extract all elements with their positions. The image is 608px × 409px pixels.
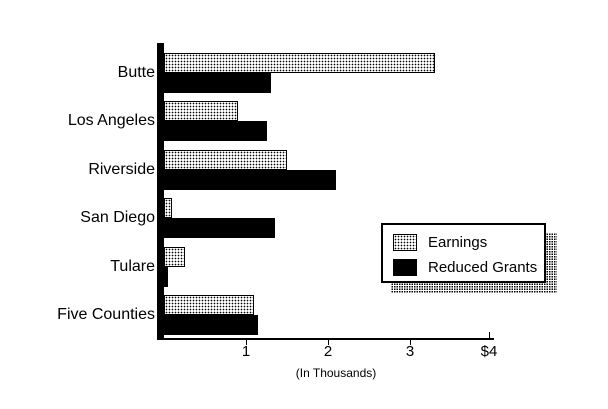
legend-label-reduced-grants: Reduced Grants [428,258,538,276]
earnings-swatch-icon [393,233,417,251]
category-label-riverside: Riverside [88,161,155,178]
bar-reduced-grants-butte [164,73,271,93]
x-axis-tick-3 [410,340,411,345]
bar-reduced-grants-los-angeles [164,121,267,141]
x-axis-tick-d4 [489,332,490,338]
bar-reduced-grants-san-diego [164,218,275,238]
bar-reduced-grants-five-counties [164,315,258,335]
x-axis-caption: (In Thousands) [295,366,377,380]
reduced-grants-swatch-icon [393,258,417,276]
category-label-los-angeles: Los Angeles [67,112,155,129]
category-label-tulare: Tulare [110,258,155,275]
bar-reduced-grants-tulare [164,267,168,287]
bar-earnings-butte [164,53,435,73]
x-axis-tick-label-2: 2 [323,343,333,360]
x-axis-tick-label-3: 3 [405,343,415,360]
bar-earnings-tulare [164,247,185,267]
legend: Earnings Reduced Grants [381,223,546,283]
x-axis-tick-label-d4: $4 [480,343,498,360]
x-axis-line [157,338,494,340]
legend-label-earnings: Earnings [428,233,488,251]
bar-earnings-riverside [164,150,287,170]
legend-item-earnings: Earnings [393,232,487,252]
category-label-five-counties: Five Counties [57,306,155,323]
legend-item-reduced-grants: Reduced Grants [393,257,537,277]
bar-earnings-los-angeles [164,101,238,121]
bar-reduced-grants-riverside [164,170,336,190]
bar-earnings-five-counties [164,295,254,315]
bar-earnings-san-diego [164,198,172,218]
category-label-butte: Butte [117,64,155,81]
x-axis-tick-2 [328,340,329,345]
x-axis-tick-1 [246,340,247,345]
y-axis-line [157,43,164,338]
category-label-san-diego: San Diego [80,209,155,226]
x-axis-tick-label-1: 1 [241,343,251,360]
